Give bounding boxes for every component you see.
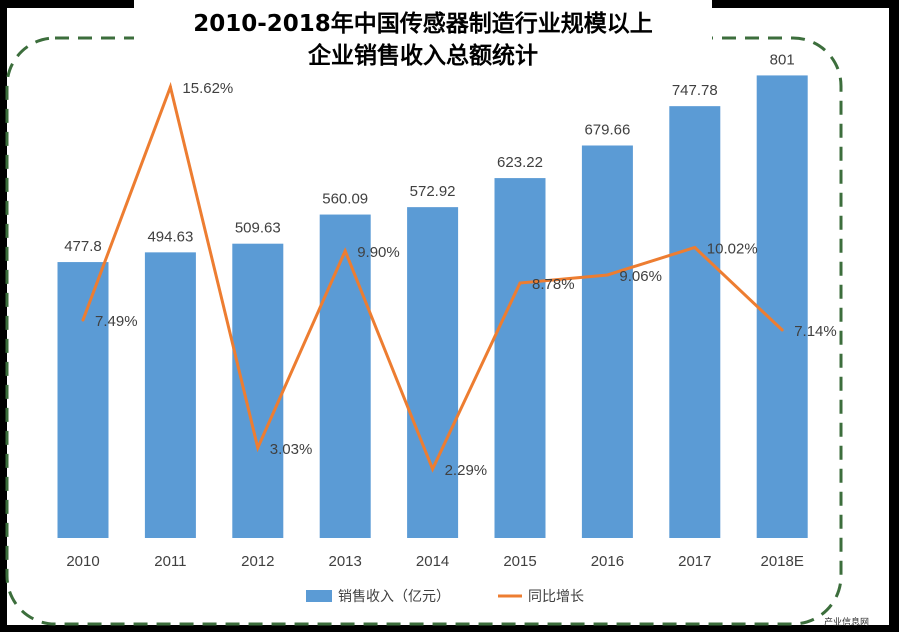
x-tick-label: 2018E xyxy=(761,553,804,570)
growth-value-label: 9.90% xyxy=(357,244,400,261)
growth-value-label: 2.29% xyxy=(445,462,488,479)
growth-value-label: 7.49% xyxy=(95,313,138,330)
x-tick-label: 2010 xyxy=(66,553,99,570)
x-tick-label: 2015 xyxy=(503,553,536,570)
bar-value-label: 494.63 xyxy=(147,228,193,245)
growth-point xyxy=(780,328,784,332)
growth-value-label: 3.03% xyxy=(270,441,313,458)
legend-bar-swatch xyxy=(306,590,332,602)
x-tick-label: 2012 xyxy=(241,553,274,570)
growth-point xyxy=(168,85,172,89)
growth-value-label: 15.62% xyxy=(182,80,233,97)
bar-2017 xyxy=(669,106,721,539)
growth-value-label: 9.06% xyxy=(619,268,662,285)
legend-line-label: 同比增长 xyxy=(528,589,584,605)
x-tick-label: 2017 xyxy=(678,553,711,570)
title-line-1: 2010-2018年中国传感器制造行业规模以上 xyxy=(193,11,653,37)
bar-2012 xyxy=(232,243,284,539)
growth-value-label: 7.14% xyxy=(794,323,837,340)
growth-point xyxy=(256,446,260,450)
growth-point xyxy=(431,467,435,471)
bar-value-label: 509.63 xyxy=(235,220,281,237)
bar-value-label: 801 xyxy=(770,51,795,68)
x-tick-label: 2014 xyxy=(416,553,449,570)
bar-2013 xyxy=(319,214,371,538)
legend: 销售收入（亿元） 同比增长 xyxy=(306,589,584,605)
growth-point xyxy=(518,281,522,285)
growth-value-label: 8.78% xyxy=(532,276,575,293)
bar-value-label: 477.8 xyxy=(64,238,102,255)
x-tick-label: 2016 xyxy=(591,553,624,570)
bar-2018E xyxy=(756,75,808,539)
legend-bar-label: 销售收入（亿元） xyxy=(338,589,450,605)
bar-value-label: 747.78 xyxy=(672,82,718,99)
growth-point xyxy=(605,273,609,277)
bar-2015 xyxy=(494,178,546,538)
chart-title: 2010-2018年中国传感器制造行业规模以上 企业销售收入总额统计 xyxy=(134,0,712,80)
bar-value-label: 560.09 xyxy=(322,191,368,208)
bar-2011 xyxy=(144,252,196,538)
bar-2010 xyxy=(57,262,109,538)
growth-point xyxy=(693,245,697,249)
growth-point xyxy=(343,249,347,253)
x-tick-label: 2011 xyxy=(154,553,186,570)
title-line-2: 企业销售收入总额统计 xyxy=(308,43,538,69)
bar-2014 xyxy=(407,207,459,538)
growth-value-label: 10.02% xyxy=(707,240,758,257)
x-tick-label: 2013 xyxy=(329,553,362,570)
bar-value-label: 572.92 xyxy=(410,183,456,200)
bar-value-label: 623.22 xyxy=(497,154,543,171)
watermark: 产业信息网 xyxy=(823,618,869,628)
bar-value-label: 679.66 xyxy=(584,121,630,138)
growth-point xyxy=(81,318,85,322)
bar-2016 xyxy=(581,145,633,539)
